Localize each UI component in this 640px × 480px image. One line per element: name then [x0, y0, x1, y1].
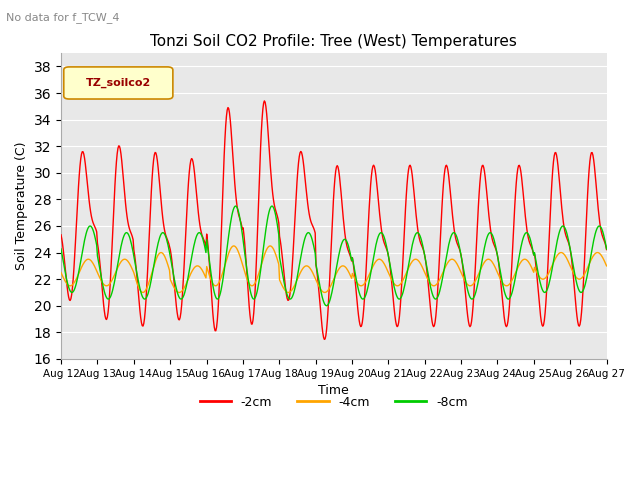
- Y-axis label: Soil Temperature (C): Soil Temperature (C): [15, 142, 28, 270]
- Legend: -2cm, -4cm, -8cm: -2cm, -4cm, -8cm: [195, 391, 473, 414]
- Text: TZ_soilco2: TZ_soilco2: [86, 78, 151, 88]
- X-axis label: Time: Time: [319, 384, 349, 397]
- FancyBboxPatch shape: [64, 67, 173, 99]
- Title: Tonzi Soil CO2 Profile: Tree (West) Temperatures: Tonzi Soil CO2 Profile: Tree (West) Temp…: [150, 34, 517, 49]
- Text: No data for f_TCW_4: No data for f_TCW_4: [6, 12, 120, 23]
